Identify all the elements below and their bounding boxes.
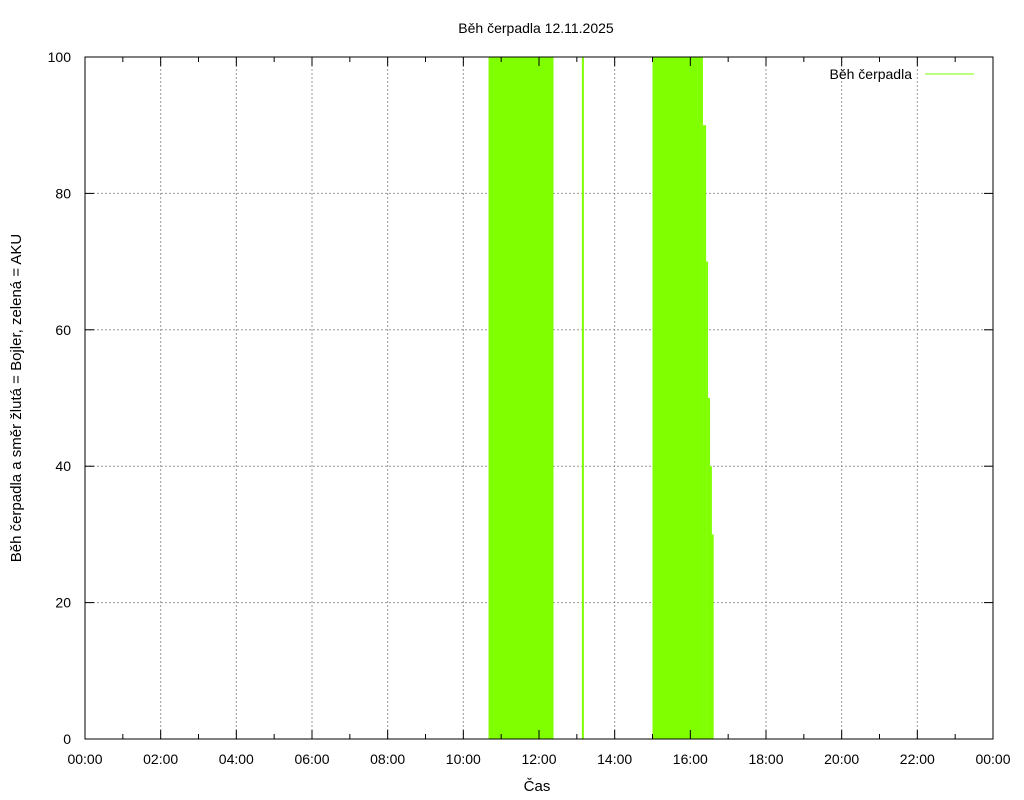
pump-run-segment: [581, 57, 584, 739]
pump-run-segment: [711, 534, 714, 739]
pump-run-segment: [707, 398, 710, 739]
x-tick-label: 04:00: [219, 751, 254, 767]
y-tick-label: 80: [55, 185, 71, 201]
x-tick-label: 14:00: [597, 751, 632, 767]
y-tick-label: 40: [55, 458, 71, 474]
x-tick-labels: 00:00 02:00 04:00 06:00 08:00 10:00 12:00 14:00…: [67, 751, 1010, 767]
x-tick-label: 06:00: [294, 751, 329, 767]
pump-run-segment: [706, 261, 709, 739]
y-tick-label: 60: [55, 322, 71, 338]
legend: Běh čerpadla: [829, 66, 974, 82]
x-tick-label: 16:00: [673, 751, 708, 767]
series-area: [488, 57, 714, 739]
x-tick-label: 00:00: [67, 751, 102, 767]
x-tick-label: 12:00: [521, 751, 556, 767]
x-tick-label: 18:00: [748, 751, 783, 767]
pump-run-segment: [709, 466, 712, 739]
x-axis-label: Čas: [524, 778, 551, 795]
pump-run-segment: [702, 125, 707, 739]
y-tick-label: 0: [63, 731, 71, 747]
x-tick-label: 08:00: [370, 751, 405, 767]
pump-run-segment: [652, 57, 703, 739]
x-tick-label: 20:00: [824, 751, 859, 767]
x-tick-label: 22:00: [900, 751, 935, 767]
legend-label: Běh čerpadla: [829, 66, 912, 82]
chart-title: Běh čerpadla 12.11.2025: [458, 20, 614, 36]
y-tick-label: 20: [55, 595, 71, 611]
y-tick-label: 100: [48, 49, 72, 65]
y-tick-labels: 0 20 40 60 80 100: [48, 49, 72, 747]
axis-ticks: [84, 56, 994, 740]
pump-run-segment: [488, 57, 554, 739]
x-tick-label: 00:00: [975, 751, 1010, 767]
x-tick-label: 02:00: [143, 751, 178, 767]
y-axis-label: Běh čerpadla a směr žlutá = Bojler, zele…: [8, 234, 25, 563]
x-tick-label: 10:00: [446, 751, 481, 767]
